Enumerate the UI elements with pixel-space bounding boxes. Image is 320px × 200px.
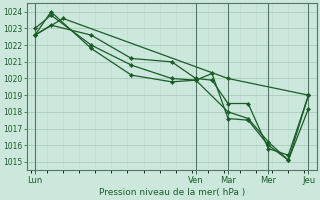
X-axis label: Pression niveau de la mer( hPa ): Pression niveau de la mer( hPa ) [99, 188, 245, 197]
